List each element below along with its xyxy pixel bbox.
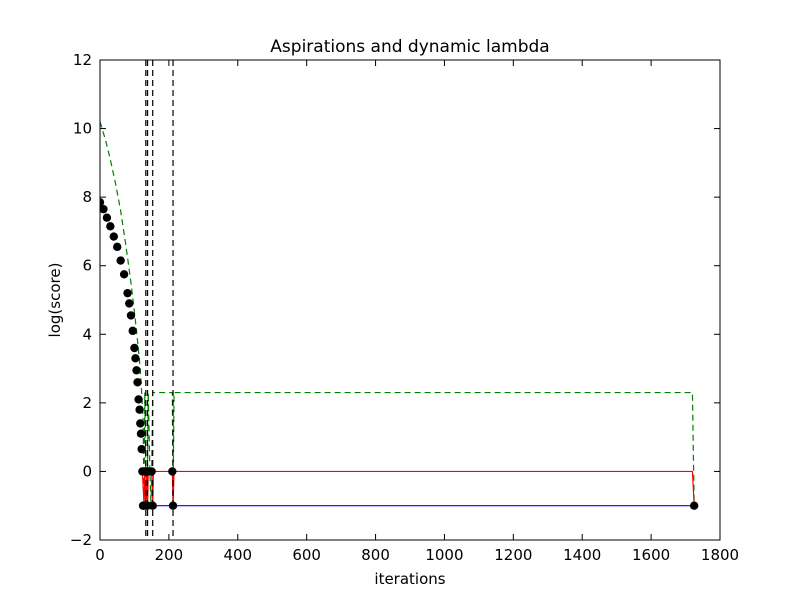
data-point: [130, 343, 139, 353]
x-tick-label: 1200: [494, 546, 532, 564]
data-point: [133, 378, 142, 387]
y-tick-label: 10: [73, 120, 92, 138]
x-tick-label: 1400: [563, 546, 601, 564]
data-point: [119, 270, 129, 279]
data-point: [136, 429, 146, 438]
x-tick-label: 400: [223, 546, 252, 564]
x-tick-label: 1000: [425, 546, 463, 564]
plot-frame: [99, 59, 721, 541]
y-tick-label: 0: [82, 462, 92, 480]
data-point: [147, 467, 156, 476]
x-tick-label: 800: [361, 546, 390, 564]
x-tick-label: 600: [292, 546, 321, 564]
data-point: [128, 326, 137, 336]
data-point: [689, 501, 699, 510]
x-tick-label: 1600: [632, 546, 670, 564]
data-point: [137, 444, 146, 454]
y-tick-label: 2: [82, 394, 92, 412]
data-point: [100, 204, 108, 214]
x-tick-label: 200: [155, 546, 184, 564]
chart-title: Aspirations and dynamic lambda: [270, 37, 549, 57]
data-point: [131, 354, 140, 363]
y-axis-label: log(score): [46, 263, 64, 338]
y-tick-label: 4: [82, 325, 92, 343]
x-tick-label: 1800: [701, 546, 739, 564]
data-marks: [100, 60, 699, 540]
y-tick-label: −2: [70, 531, 92, 549]
x-axis-label: iterations: [374, 570, 445, 588]
y-tick-label: 8: [82, 188, 92, 206]
data-point: [132, 366, 141, 375]
data-point: [168, 501, 178, 510]
data-point: [109, 232, 118, 241]
data-point: [148, 501, 157, 510]
data-point: [123, 288, 132, 298]
x-tick-label: 0: [95, 546, 105, 564]
data-point: [116, 256, 125, 265]
data-point: [106, 222, 115, 231]
y-tick-label: 12: [73, 51, 92, 69]
data-point: [168, 467, 177, 476]
data-point: [102, 213, 112, 222]
data-point: [135, 405, 144, 414]
data-point: [134, 395, 143, 404]
plot-area: 0 200 400 600 800 1000 1200 1400 1600 1800−202468…: [70, 51, 739, 564]
data-point: [113, 242, 122, 252]
series-line-green-dashed: [100, 121, 695, 506]
data-point: [136, 419, 145, 428]
data-point: [125, 299, 134, 308]
data-point: [126, 311, 136, 320]
data-point: [100, 198, 105, 207]
y-tick-label: 6: [82, 257, 92, 275]
